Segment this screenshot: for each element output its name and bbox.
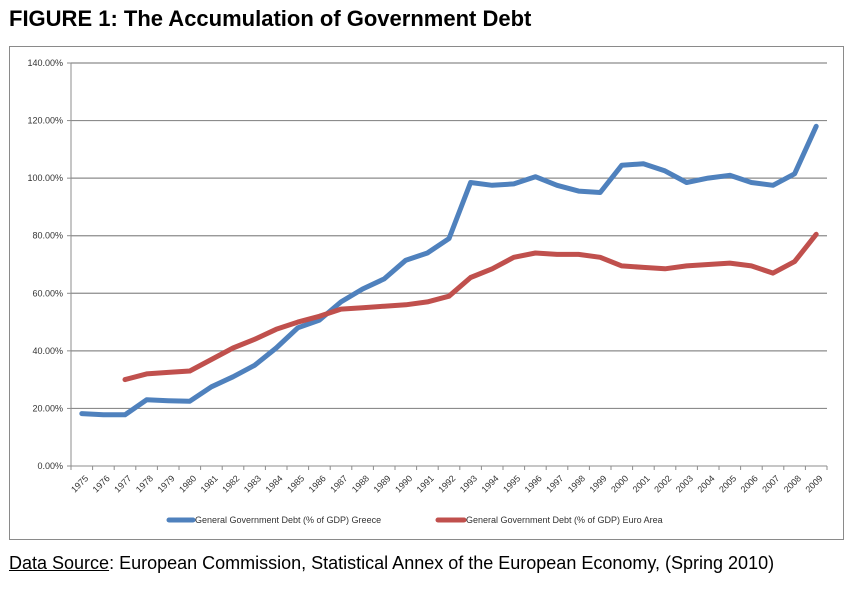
axes <box>67 62 828 470</box>
x-tick-label: 2002 <box>652 473 673 494</box>
x-tick-label: 1999 <box>587 473 608 494</box>
y-tick-labels: 0.00% 20.00% 40.00% 60.00% 80.00% 100.00% 120.… <box>27 58 63 471</box>
x-tick-label: 1985 <box>285 473 306 494</box>
x-tick-label: 1993 <box>458 473 479 494</box>
x-tick-label: 1977 <box>112 473 133 494</box>
debt-line-chart: 0.00% 20.00% 40.00% 60.00% 80.00% 100.00% 120.… <box>27 58 828 525</box>
x-tick-label: 1986 <box>307 473 328 494</box>
x-tick-label: 1976 <box>91 473 112 494</box>
series-lines <box>79 123 819 418</box>
x-tick-label: 1983 <box>242 473 263 494</box>
y-tick-label: 100.00% <box>27 173 63 183</box>
x-tick-label: 1975 <box>69 473 90 494</box>
x-tick-labels: 1975 1976 1977 1978 1979 1980 1981 1982 1983 1984… <box>69 473 825 494</box>
y-tick-label: 80.00% <box>32 231 63 241</box>
legend-label-greece: General Government Debt (% of GDP) Greec… <box>195 515 381 525</box>
figure-title: FIGURE 1: The Accumulation of Government… <box>9 6 532 31</box>
legend: General Government Debt (% of GDP) Greec… <box>166 515 663 525</box>
x-tick-label: 2008 <box>782 473 803 494</box>
x-tick-label: 1996 <box>523 473 544 494</box>
y-tick-label: 60.00% <box>32 288 63 298</box>
data-source-label: Data Source <box>9 553 110 573</box>
data-source-text: : European Commission, Statistical Annex… <box>109 553 775 573</box>
x-tick-label: 1995 <box>501 473 522 494</box>
y-tick-label: 120.00% <box>27 116 63 126</box>
x-tick-label: 1984 <box>263 473 284 494</box>
x-tick-label: 1988 <box>350 473 371 494</box>
y-tick-label: 20.00% <box>32 403 63 413</box>
x-tick-label: 2001 <box>631 473 652 494</box>
y-tick-label: 0.00% <box>37 461 63 471</box>
x-tick-label: 1989 <box>371 473 392 494</box>
x-tick-label: 1978 <box>134 473 155 494</box>
x-tick-label: 1998 <box>566 473 587 494</box>
x-tick-label: 1990 <box>393 473 414 494</box>
x-tick-label: 1992 <box>436 473 457 494</box>
x-tick-label: 1987 <box>328 473 349 494</box>
x-tick-label: 2003 <box>674 473 695 494</box>
series-line-greece <box>79 123 819 418</box>
x-tick-label: 1994 <box>479 473 500 494</box>
x-tick-label: 1982 <box>220 473 241 494</box>
x-tick-label: 2000 <box>609 473 630 494</box>
x-tick-label: 1980 <box>177 473 198 494</box>
data-source-note: Data Source: European Commission, Statis… <box>9 552 839 575</box>
x-tick-label: 2004 <box>695 473 716 494</box>
y-tick-label: 40.00% <box>32 346 63 356</box>
x-tick-label: 2005 <box>717 473 738 494</box>
x-tick-label: 2009 <box>803 473 824 494</box>
x-tick-label: 1981 <box>199 473 220 494</box>
x-tick-label: 1991 <box>415 473 436 494</box>
y-tick-label: 140.00% <box>27 58 63 68</box>
x-tick-label: 2006 <box>739 473 760 494</box>
x-tick-label: 2007 <box>760 473 781 494</box>
series-line-euro-area <box>122 231 819 383</box>
legend-label-euro-area: General Government Debt (% of GDP) Euro … <box>466 515 663 525</box>
x-tick-label: 1979 <box>155 473 176 494</box>
x-tick-label: 1997 <box>544 473 565 494</box>
